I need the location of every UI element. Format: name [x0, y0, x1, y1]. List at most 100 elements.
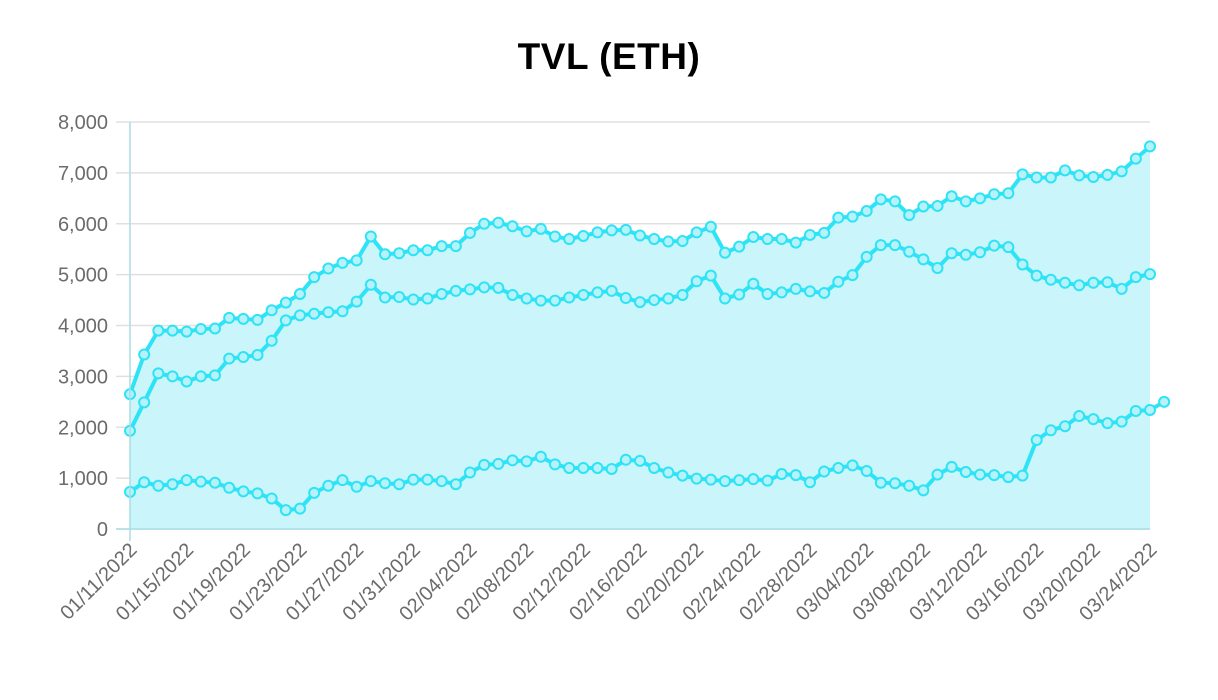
data-point[interactable]	[478, 458, 491, 471]
data-point[interactable]	[719, 246, 731, 259]
data-point[interactable]	[350, 254, 363, 267]
data-point[interactable]	[478, 281, 491, 294]
data-point[interactable]	[1101, 276, 1114, 289]
data-point[interactable]	[733, 288, 746, 301]
data-point[interactable]	[634, 296, 646, 309]
data-point[interactable]	[945, 247, 958, 260]
data-point[interactable]	[534, 450, 547, 463]
data-point[interactable]	[690, 226, 703, 239]
data-point[interactable]	[251, 349, 264, 362]
data-point[interactable]	[648, 461, 661, 474]
data-point[interactable]	[704, 269, 717, 282]
data-point[interactable]	[407, 293, 420, 306]
data-point[interactable]	[974, 468, 986, 481]
data-point[interactable]	[931, 468, 944, 481]
data-point[interactable]	[138, 396, 151, 409]
data-point[interactable]	[506, 454, 519, 467]
data-point[interactable]	[1030, 433, 1043, 446]
data-point[interactable]	[549, 294, 561, 307]
data-point[interactable]	[492, 216, 505, 229]
data-point[interactable]	[974, 246, 986, 259]
data-point[interactable]	[690, 472, 703, 485]
data-point[interactable]	[534, 294, 547, 307]
data-point[interactable]	[194, 370, 207, 383]
data-point[interactable]	[1044, 171, 1057, 184]
data-point[interactable]	[605, 462, 618, 475]
data-point[interactable]	[619, 223, 632, 236]
data-point[interactable]	[1002, 187, 1015, 200]
data-point[interactable]	[520, 292, 533, 305]
data-point[interactable]	[237, 351, 250, 364]
data-point[interactable]	[1115, 165, 1128, 178]
data-point[interactable]	[945, 190, 958, 203]
data-point[interactable]	[676, 288, 689, 301]
data-point[interactable]	[492, 457, 505, 470]
data-point[interactable]	[449, 240, 462, 253]
data-point[interactable]	[889, 195, 901, 208]
data-point[interactable]	[180, 375, 193, 388]
data-point[interactable]	[379, 248, 391, 261]
data-point[interactable]	[308, 486, 321, 499]
data-point[interactable]	[1129, 404, 1142, 417]
data-point[interactable]	[789, 236, 802, 249]
data-point[interactable]	[634, 454, 646, 467]
data-point[interactable]	[435, 240, 448, 253]
data-point[interactable]	[747, 277, 760, 290]
data-point[interactable]	[166, 478, 179, 491]
data-point[interactable]	[818, 465, 831, 478]
data-point[interactable]	[251, 313, 264, 326]
data-point[interactable]	[449, 284, 462, 297]
data-point[interactable]	[435, 475, 448, 488]
data-point[interactable]	[336, 305, 349, 318]
data-point[interactable]	[903, 209, 916, 222]
data-point[interactable]	[520, 225, 533, 238]
data-point[interactable]	[464, 466, 476, 479]
data-point[interactable]	[1129, 152, 1142, 165]
data-point[interactable]	[959, 195, 972, 208]
data-point[interactable]	[832, 275, 845, 288]
data-point[interactable]	[889, 477, 901, 490]
data-point[interactable]	[138, 476, 151, 489]
data-point[interactable]	[194, 323, 207, 336]
data-point[interactable]	[364, 475, 377, 488]
data-point[interactable]	[393, 247, 406, 260]
data-point[interactable]	[591, 461, 604, 474]
data-point[interactable]	[1144, 403, 1156, 416]
data-point[interactable]	[1087, 413, 1100, 426]
data-point[interactable]	[1144, 268, 1156, 281]
data-point[interactable]	[761, 474, 774, 487]
data-point[interactable]	[393, 478, 406, 491]
data-point[interactable]	[294, 287, 306, 300]
data-point[interactable]	[804, 285, 816, 298]
data-point[interactable]	[1073, 410, 1086, 423]
data-point[interactable]	[832, 211, 845, 224]
data-point[interactable]	[832, 461, 845, 474]
data-point[interactable]	[1115, 415, 1128, 428]
data-point[interactable]	[662, 466, 675, 479]
data-point[interactable]	[1073, 169, 1086, 182]
data-point[interactable]	[577, 229, 590, 242]
data-point[interactable]	[733, 240, 746, 253]
data-point[interactable]	[1002, 241, 1015, 254]
data-point[interactable]	[874, 193, 887, 206]
data-point[interactable]	[591, 226, 604, 239]
data-point[interactable]	[237, 312, 250, 325]
data-point[interactable]	[209, 369, 221, 382]
data-point[interactable]	[421, 292, 434, 305]
data-point[interactable]	[449, 478, 462, 491]
data-point[interactable]	[421, 473, 434, 486]
data-point[interactable]	[719, 292, 731, 305]
data-point[interactable]	[209, 476, 221, 489]
data-point[interactable]	[180, 474, 193, 487]
data-point[interactable]	[336, 256, 349, 269]
data-point[interactable]	[464, 226, 476, 239]
data-point[interactable]	[194, 475, 207, 488]
data-point[interactable]	[223, 481, 236, 494]
data-point[interactable]	[761, 233, 774, 246]
data-point[interactable]	[322, 306, 335, 319]
data-point[interactable]	[265, 334, 278, 347]
data-point[interactable]	[520, 455, 533, 468]
data-point[interactable]	[1115, 282, 1128, 295]
data-point[interactable]	[917, 253, 930, 266]
data-point[interactable]	[988, 239, 1001, 252]
